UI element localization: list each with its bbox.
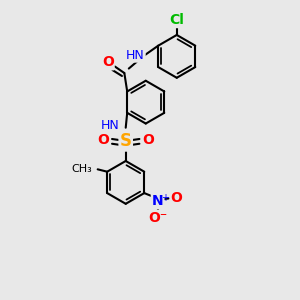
Text: O⁻: O⁻ [148,211,167,225]
Text: HN: HN [126,49,145,62]
Text: +: + [161,193,169,203]
Text: O: O [97,134,109,148]
Text: O: O [102,55,114,69]
Text: N: N [152,194,164,208]
Text: O: O [143,134,154,148]
Text: S: S [120,132,132,150]
Text: Cl: Cl [169,13,184,27]
Text: HN: HN [101,119,120,132]
Text: CH₃: CH₃ [72,164,92,174]
Text: O: O [171,191,183,206]
